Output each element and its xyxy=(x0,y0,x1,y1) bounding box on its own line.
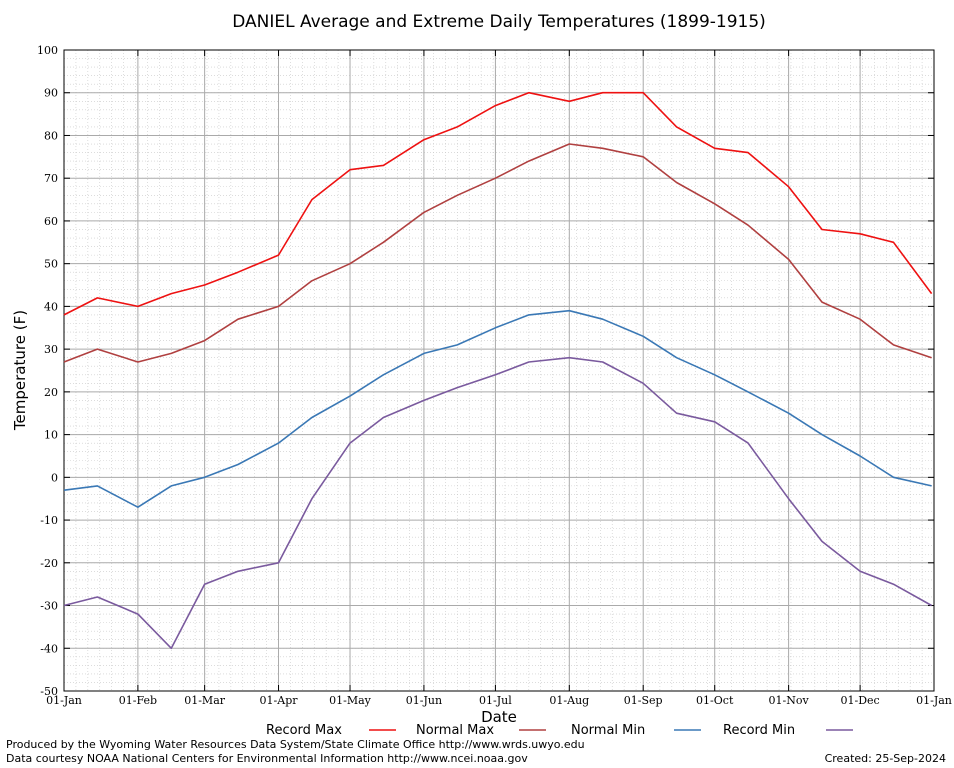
x-tick-label: 01-Jan xyxy=(46,694,82,707)
credit-line-1: Produced by the Wyoming Water Resources … xyxy=(6,738,585,751)
x-tick-label: 01-Mar xyxy=(184,694,226,707)
y-tick-label: 100 xyxy=(37,44,58,57)
y-tick-label: 50 xyxy=(44,258,58,271)
y-tick-label: 70 xyxy=(44,172,58,185)
x-tick-label: 01-Feb xyxy=(119,694,157,707)
credit-line-2: Data courtesy NOAA National Centers for … xyxy=(6,752,528,765)
series-lines xyxy=(63,91,933,650)
legend-label: Normal Max xyxy=(416,723,494,738)
legend: Record Max Normal Max Normal Min Record Min xyxy=(266,723,853,738)
x-axis-ticks: 01-Jan 01-Feb 01-Mar 01-Apr 01-May 01-Jun 01-J… xyxy=(46,50,952,707)
series-line-0 xyxy=(63,91,933,316)
y-tick-label: 30 xyxy=(44,343,58,356)
y-tick-label: 60 xyxy=(44,215,58,228)
y-axis-ticks: -50 -40 -30 -20 -10 0 10 20 30 40 50 60 70 80 90 100 xyxy=(37,44,934,698)
x-tick-label: 01-Jun xyxy=(406,694,442,707)
x-tick-label: 01-Aug xyxy=(549,694,589,707)
y-tick-label: -20 xyxy=(40,557,58,570)
x-tick-label: 01-May xyxy=(329,694,372,707)
series-line-3 xyxy=(63,356,932,650)
x-tick-label: 01-Nov xyxy=(769,694,810,707)
y-tick-label: 40 xyxy=(44,300,58,313)
y-tick-label: -50 xyxy=(40,685,58,698)
y-tick-label: -40 xyxy=(40,642,58,655)
series-line-2 xyxy=(63,309,932,509)
minor-grid xyxy=(63,49,935,692)
y-tick-label: 20 xyxy=(44,386,58,399)
x-axis-label: Date xyxy=(481,708,517,726)
major-grid xyxy=(63,49,935,692)
x-tick-label: 01-Dec xyxy=(841,694,880,707)
y-tick-label: -10 xyxy=(40,514,58,527)
legend-label: Normal Min xyxy=(571,723,645,738)
chart-title: DANIEL Average and Extreme Daily Tempera… xyxy=(232,12,766,32)
x-tick-label: 01-Jul xyxy=(479,694,512,707)
y-axis-label: Temperature (F) xyxy=(11,310,29,431)
legend-label: Record Max xyxy=(266,723,342,738)
x-tick-label: 01-Oct xyxy=(696,694,734,707)
created-date: Created: 25-Sep-2024 xyxy=(824,752,946,765)
legend-label: Record Min xyxy=(723,723,795,738)
plot-frame xyxy=(63,49,935,692)
y-tick-label: 80 xyxy=(44,129,58,142)
x-tick-label: 01-Apr xyxy=(260,694,299,707)
y-tick-label: 90 xyxy=(44,87,58,100)
x-tick-label: 01-Sep xyxy=(624,694,663,707)
y-tick-label: 10 xyxy=(44,429,58,442)
y-tick-label: -30 xyxy=(40,600,58,613)
y-tick-label: 0 xyxy=(51,471,58,484)
series-line-1 xyxy=(63,143,932,363)
x-tick-label: 01-Jan xyxy=(916,694,952,707)
